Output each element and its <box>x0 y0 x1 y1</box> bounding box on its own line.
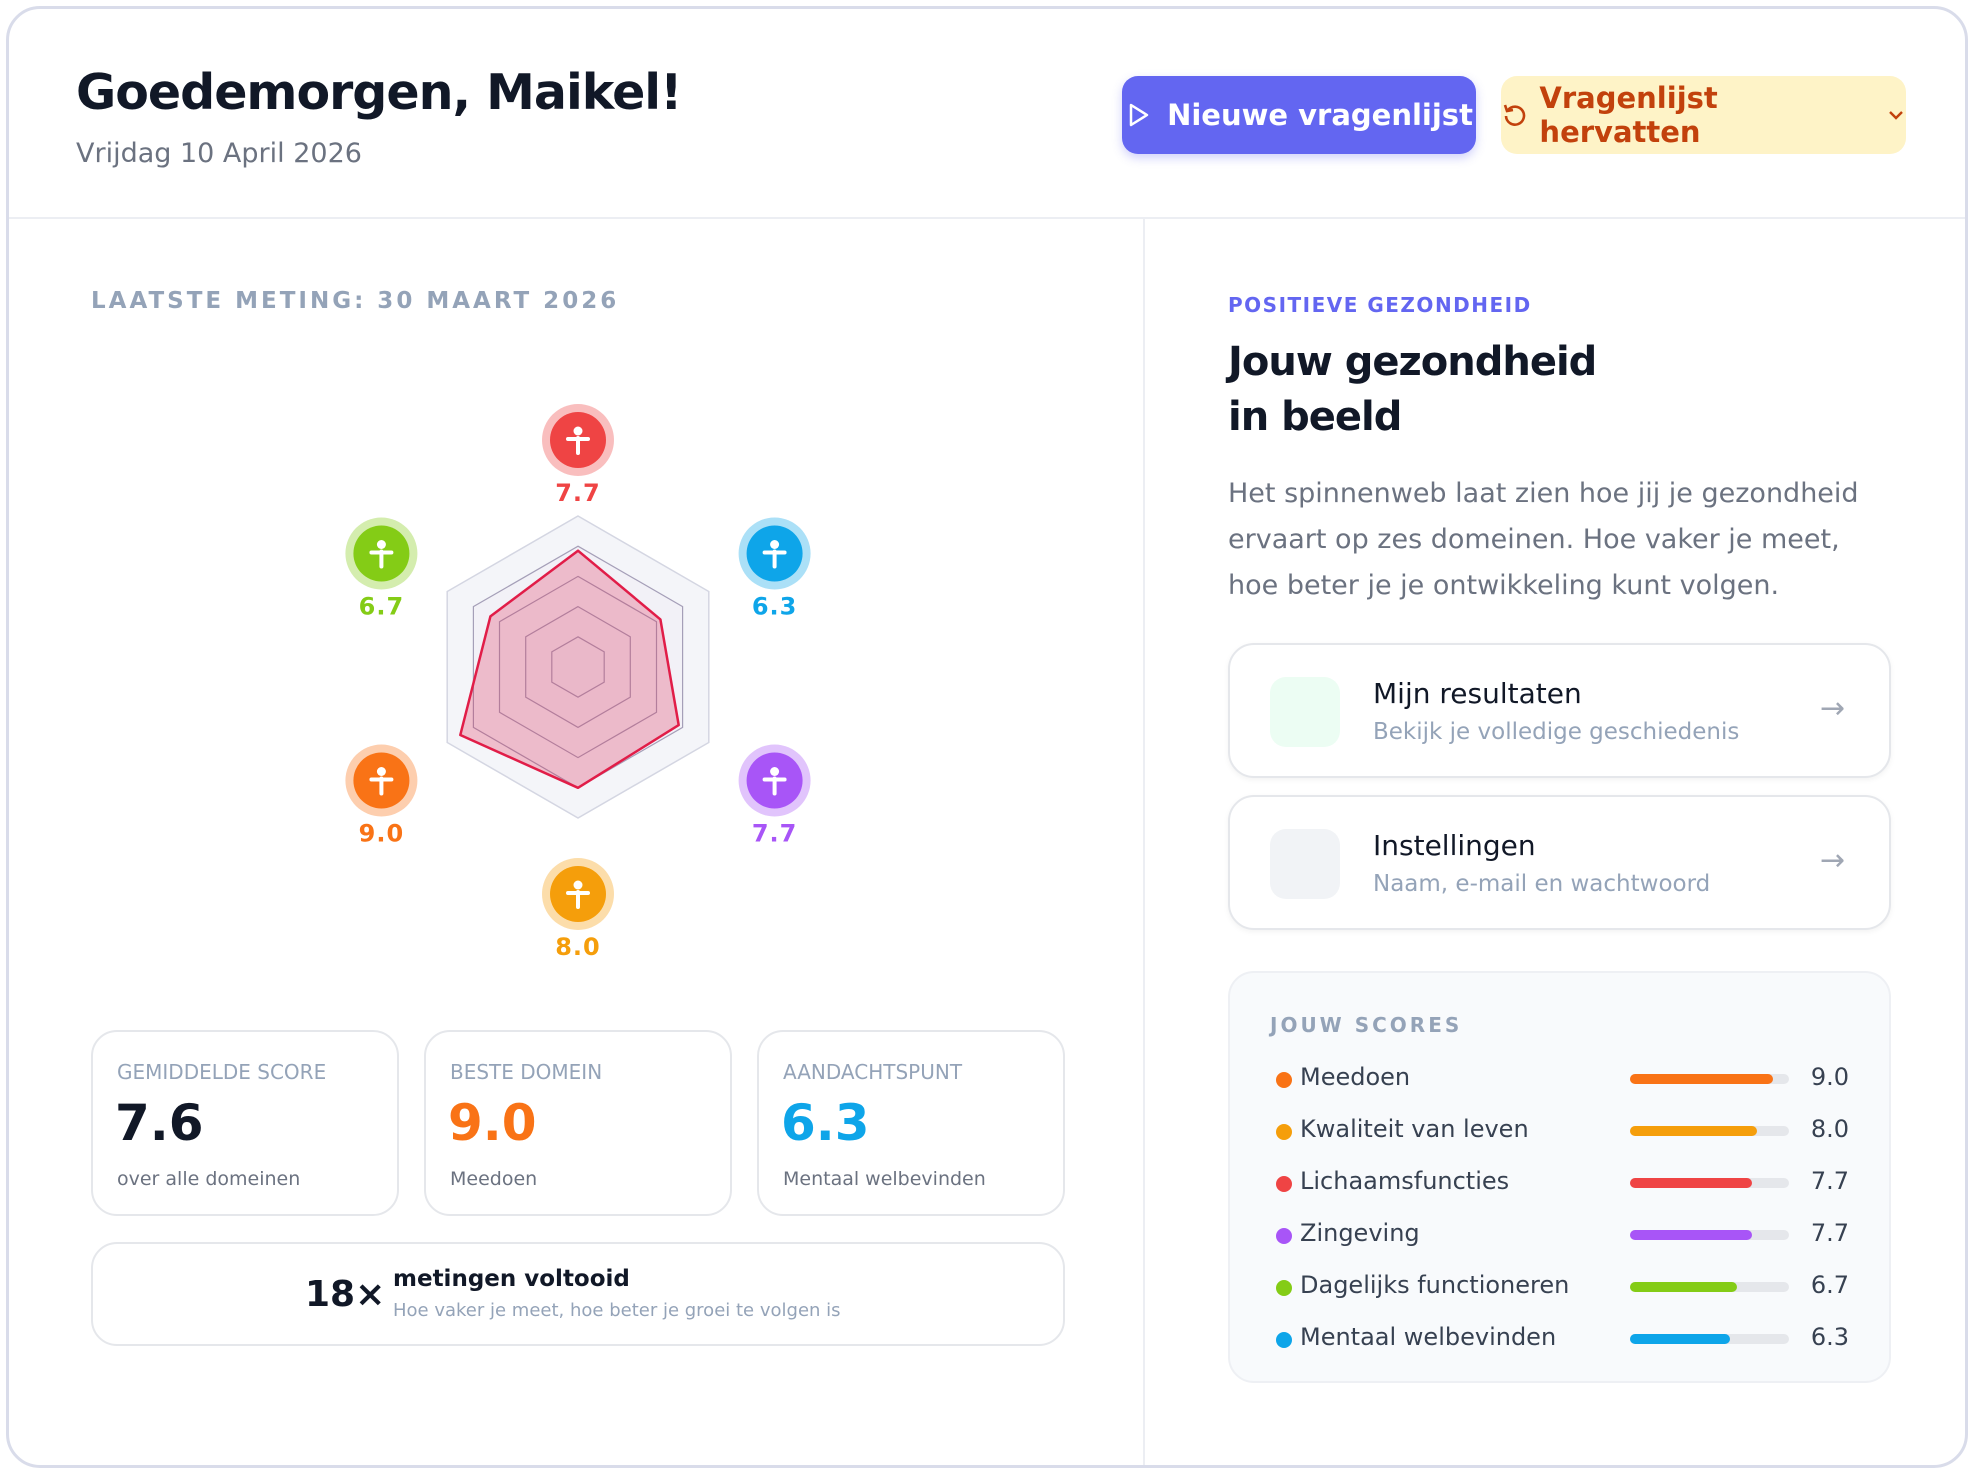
scores-title: JOUW SCORES <box>1270 1013 1463 1037</box>
score-name: Zingeving <box>1300 1219 1420 1247</box>
count-subtitle: Hoe vaker je meet, hoe beter je groei te… <box>393 1300 841 1321</box>
grid-ring <box>551 636 605 698</box>
grid-ring <box>446 515 710 819</box>
icon-glyph <box>376 767 386 776</box>
count-value: 18× <box>305 1274 386 1315</box>
score-bar <box>1630 1126 1758 1136</box>
link-card[interactable]: Instellingen Naam, e-mail en wachtwoord → <box>1228 795 1891 930</box>
icon-glyph <box>573 426 583 436</box>
score-value: 6.7 <box>1810 1271 1849 1299</box>
domain-icon <box>738 517 811 590</box>
icon-glyph <box>566 436 590 455</box>
stat-value: 7.6 <box>115 1094 204 1152</box>
link-subtitle: Bekijk je volledige geschiedenis <box>1373 719 1740 745</box>
score-dot <box>1276 1332 1292 1348</box>
stat-label: BESTE DOMEIN <box>450 1060 603 1084</box>
resume-icon <box>1503 104 1526 126</box>
button-label: Vragenlijst hervatten <box>1539 81 1718 149</box>
value-label: 7.7 <box>752 820 798 848</box>
score-bar <box>1630 1230 1753 1240</box>
intro-text: Het spinnenweb laat zien hoe jij je gezo… <box>1228 478 1859 601</box>
icon-glyph <box>762 776 787 796</box>
score-value: 9.0 <box>1810 1063 1849 1091</box>
eyebrow: POSITIEVE GEZONDHEID <box>1228 293 1532 317</box>
value-label: 6.7 <box>359 593 405 621</box>
score-bar <box>1630 1282 1737 1292</box>
stat-label: GEMIDDELDE SCORE <box>117 1060 327 1084</box>
intro-title: Jouw gezondheid <box>1228 339 1597 385</box>
score-name: Kwaliteit van leven <box>1300 1115 1529 1143</box>
radar-chart: 7.7 6.3 7.7 8.0 9.0 6.7 <box>345 404 811 961</box>
score-value: 6.3 <box>1810 1323 1849 1351</box>
icon-glyph <box>770 767 780 776</box>
link-card[interactable]: Mijn resultaten Bekijk je volledige gesch… <box>1228 643 1891 778</box>
radar-title: LAATSTE METING: 30 MAART 2026 <box>91 288 620 314</box>
score-dot <box>1276 1072 1292 1088</box>
score-value: 7.7 <box>1810 1167 1849 1195</box>
count-card: 18× metingen voltooid Hoe vaker je meet, h… <box>91 1242 1065 1346</box>
stat-caption: over alle domeinen <box>117 1168 301 1190</box>
stat-value: 6.3 <box>781 1094 870 1152</box>
score-bar <box>1630 1074 1774 1084</box>
stat-caption: Mentaal welbevinden <box>783 1168 986 1190</box>
link-icon <box>1270 677 1340 747</box>
grid-ring <box>525 605 631 729</box>
count-title: metingen voltooid <box>393 1266 630 1292</box>
domain-icon <box>345 517 418 590</box>
scores-panel: JOUW SCORES Meedoen 9.0 Kwaliteit van leven… <box>1228 971 1891 1383</box>
link-subtitle: Naam, e-mail en wachtwoord <box>1373 871 1711 897</box>
greeting: Goedemorgen, Maikel! <box>76 64 682 121</box>
value-label: 7.7 <box>555 479 601 507</box>
domain-icon <box>542 858 614 930</box>
score-value: 7.7 <box>1810 1219 1849 1247</box>
link-title: Instellingen <box>1373 829 1536 862</box>
score-name: Lichaamsfuncties <box>1300 1167 1510 1195</box>
score-dot <box>1276 1124 1292 1140</box>
score-value: 8.0 <box>1810 1115 1849 1143</box>
stat-card: AANDACHTSPUNT 6.3 Mentaal welbevinden <box>757 1030 1065 1216</box>
icon-glyph <box>369 549 394 569</box>
link-title: Mijn resultaten <box>1373 677 1582 710</box>
score-name: Dagelijks functioneren <box>1300 1271 1570 1299</box>
stat-label: AANDACHTSPUNT <box>783 1060 963 1084</box>
intro-title: in beeld <box>1228 394 1402 440</box>
domain-icon <box>738 744 811 817</box>
icon-glyph <box>566 890 590 909</box>
icon-glyph <box>762 549 787 569</box>
stat-value: 9.0 <box>448 1094 537 1152</box>
score-bar <box>1630 1334 1731 1344</box>
score-dot <box>1276 1176 1292 1192</box>
domain-icon <box>345 744 418 817</box>
date: Vrijdag 10 April 2026 <box>76 138 362 169</box>
value-label: 6.3 <box>752 593 798 621</box>
icon-glyph <box>376 540 386 549</box>
header-divider <box>9 217 1965 219</box>
arrow: → <box>1820 843 1846 878</box>
score-bar <box>1630 1178 1753 1188</box>
icon-glyph <box>770 540 780 549</box>
chevron <box>1889 111 1904 120</box>
icon-glyph <box>573 880 583 890</box>
new-questionnaire-button[interactable]: Nieuwe vragenlijst <box>1122 76 1476 154</box>
score-dot <box>1276 1228 1292 1244</box>
resume-questionnaire-button[interactable]: Vragenlijst hervatten <box>1501 76 1906 154</box>
dashboard: Goedemorgen, Maikel! Vrijdag 10 April 20… <box>6 6 1968 1468</box>
arrow: → <box>1820 691 1846 726</box>
domain-icon <box>542 404 614 476</box>
button-label: Nieuwe vragenlijst <box>1167 98 1473 132</box>
score-name: Meedoen <box>1300 1063 1411 1091</box>
grid-ring <box>498 575 658 759</box>
score-name: Mentaal welbevinden <box>1300 1323 1557 1351</box>
column-divider <box>1143 219 1145 1465</box>
score-dot <box>1276 1280 1292 1296</box>
radar-area <box>459 549 680 790</box>
value-label: 9.0 <box>359 820 405 848</box>
icon-glyph <box>369 776 394 796</box>
stat-card: BESTE DOMEIN 9.0 Meedoen <box>424 1030 732 1216</box>
play-icon <box>1129 103 1149 127</box>
stat-card: GEMIDDELDE SCORE 7.6 over alle domeinen <box>91 1030 399 1216</box>
stat-caption: Meedoen <box>450 1168 538 1190</box>
link-icon <box>1270 829 1340 899</box>
value-label: 8.0 <box>555 933 601 961</box>
